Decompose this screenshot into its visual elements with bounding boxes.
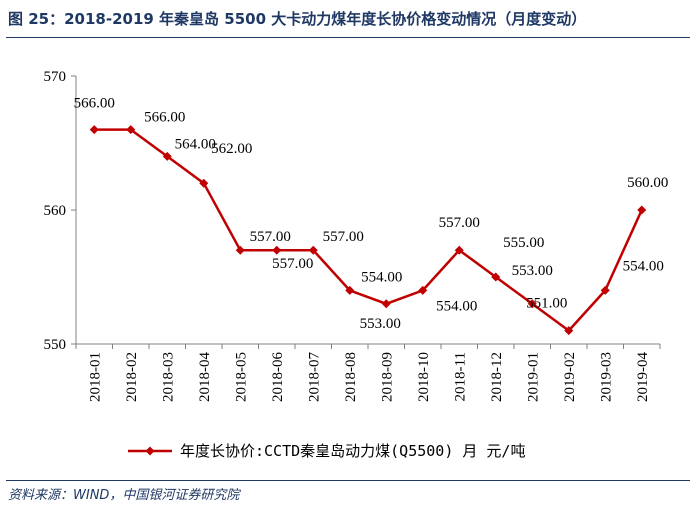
data-point-marker [345, 285, 355, 295]
source-note: 资料来源：WIND，中国银河证券研究院 [8, 488, 240, 503]
data-point-marker [418, 285, 428, 295]
y-tick-label: 560 [44, 203, 67, 219]
x-axis-ticks: 2018-01 2018-02 2018-03 2018-04 2018-05 2018-… [75, 344, 661, 402]
figure-title: 图 25：2018-2019 年秦皇岛 5500 大卡动力煤年度长协价格变动情况… [8, 10, 587, 28]
series-group [89, 125, 647, 336]
data-point-marker [491, 272, 501, 282]
title-divider [6, 37, 690, 38]
data-point-marker [564, 326, 574, 336]
data-label: 554.00 [361, 269, 402, 285]
data-label: 554.00 [623, 258, 664, 274]
data-point-marker [637, 205, 647, 215]
data-label: 562.00 [211, 141, 252, 157]
data-point-marker [89, 125, 99, 135]
x-tick-label: 2019-02 [562, 352, 578, 402]
x-tick-label: 2018-09 [379, 352, 395, 402]
data-point-marker [381, 299, 391, 309]
x-tick-label: 2018-02 [124, 352, 140, 402]
legend-marker [145, 446, 155, 456]
data-point-marker [126, 125, 136, 135]
x-tick-label: 2019-03 [598, 352, 614, 402]
x-tick-label: 2018-10 [416, 352, 432, 402]
y-tick-label: 570 [44, 69, 67, 85]
data-point-marker [235, 245, 245, 255]
data-point-marker [308, 245, 318, 255]
x-tick-label: 2018-04 [197, 352, 213, 402]
data-label: 560.00 [627, 175, 668, 191]
series-line [94, 128, 643, 332]
data-label: 557.00 [323, 229, 364, 245]
data-label: 566.00 [74, 96, 115, 112]
data-point-marker [454, 245, 464, 255]
x-tick-label: 2018-05 [233, 352, 249, 402]
legend-label: 年度长协价:CCTD秦皇岛动力煤(Q5500) 月 元/吨 [180, 442, 525, 460]
data-point-marker [527, 299, 537, 309]
x-tick-label: 2018-03 [160, 352, 176, 402]
data-point-marker [199, 178, 209, 188]
x-tick-label: 2018-12 [489, 352, 505, 402]
x-tick-label: 2018-08 [343, 352, 359, 402]
data-label: 557.00 [439, 215, 480, 231]
source-divider [6, 480, 690, 481]
x-tick-label: 2018-11 [452, 352, 468, 401]
x-tick-label: 2019-01 [525, 352, 541, 402]
data-label: 564.00 [175, 136, 216, 152]
x-tick-label: 2018-07 [306, 352, 322, 402]
data-label: 553.00 [360, 316, 401, 332]
data-label: 566.00 [144, 110, 185, 126]
data-label: 551.00 [526, 296, 567, 312]
data-point-marker [600, 285, 610, 295]
y-tick-label: 550 [44, 337, 67, 353]
x-tick-label: 2019-04 [635, 352, 651, 402]
data-point-marker [162, 151, 172, 161]
data-label: 554.00 [436, 298, 477, 314]
data-point-marker [272, 245, 282, 255]
data-label: 553.00 [512, 263, 553, 279]
chart-legend: 年度长协价:CCTD秦皇岛动力煤(Q5500) 月 元/吨 [128, 442, 525, 460]
y-axis-ticks: 550 560 570 [44, 69, 76, 353]
data-label: 555.00 [503, 235, 544, 251]
data-label: 557.00 [250, 229, 291, 245]
data-label: 557.00 [272, 256, 313, 272]
x-tick-label: 2018-06 [270, 352, 286, 402]
x-tick-label: 2018-01 [87, 352, 103, 402]
